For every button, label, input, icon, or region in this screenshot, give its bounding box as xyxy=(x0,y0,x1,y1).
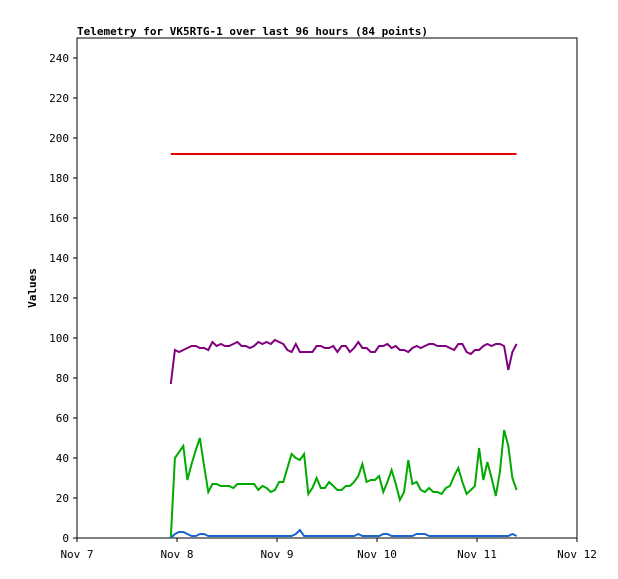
y-tick-label: 180 xyxy=(49,172,69,185)
series-line-1 xyxy=(169,338,518,385)
series-line-3 xyxy=(170,528,518,539)
y-tick-label: 100 xyxy=(49,332,69,345)
y-axis-label: Values xyxy=(26,268,39,308)
chart-title: Telemetry for VK5RTG-1 over last 96 hour… xyxy=(77,25,428,38)
x-tick-label: Nov 11 xyxy=(457,548,497,561)
plot-frame xyxy=(76,37,578,539)
y-tick-label: 40 xyxy=(56,452,69,465)
y-tick-label: 160 xyxy=(49,212,69,225)
x-tick-label: Nov 8 xyxy=(160,548,193,561)
y-tick-label: 220 xyxy=(49,92,69,105)
y-tick-label: 20 xyxy=(56,492,69,505)
y-tick-label: 60 xyxy=(56,412,69,425)
y-tick-label: 0 xyxy=(62,532,69,545)
y-tick-label: 80 xyxy=(56,372,69,385)
x-tick-label: Nov 12 xyxy=(557,548,597,561)
y-tick-label: 240 xyxy=(49,52,69,65)
y-tick-label: 200 xyxy=(49,132,69,145)
y-tick-label: 120 xyxy=(49,292,69,305)
series-line-2 xyxy=(169,429,518,539)
x-tick-label: Nov 10 xyxy=(357,548,397,561)
x-tick-label: Nov 9 xyxy=(260,548,293,561)
x-tick-label: Nov 7 xyxy=(60,548,93,561)
y-tick-label: 140 xyxy=(49,252,69,265)
